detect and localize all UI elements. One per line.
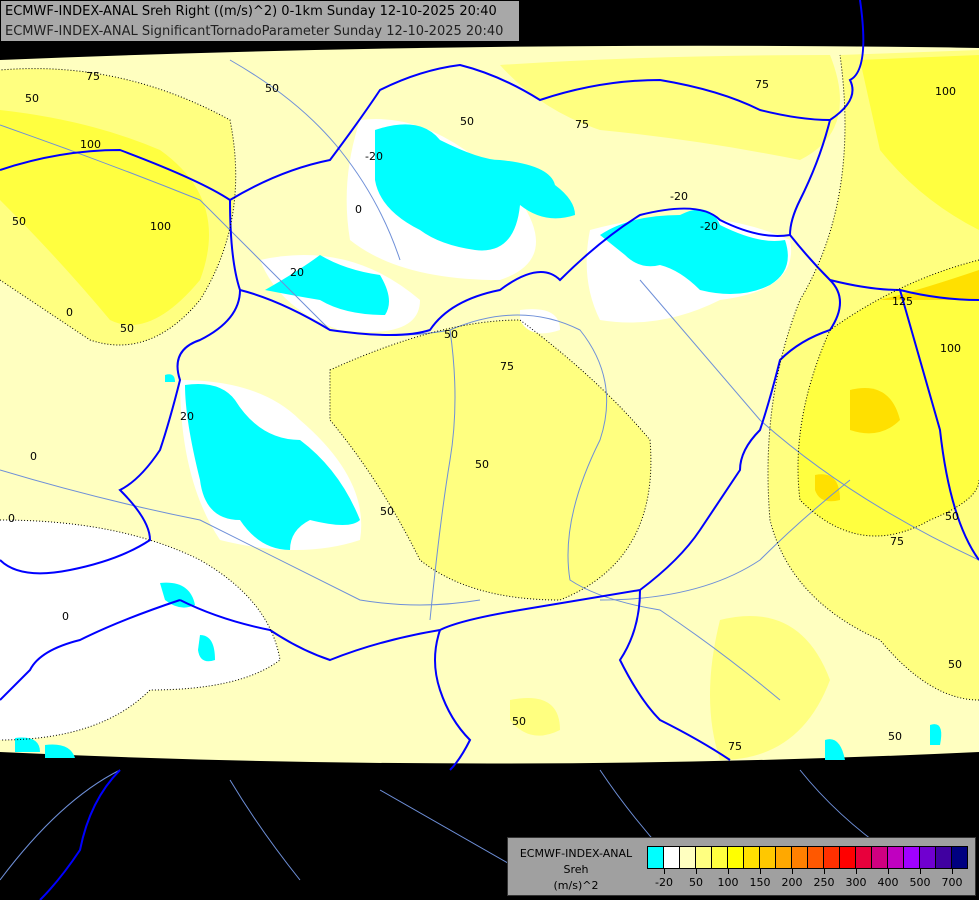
contour-label: 100	[935, 85, 956, 98]
legend-tick-label: 500	[909, 876, 931, 889]
contour-label: 75	[86, 70, 100, 83]
legend-tick-label: 250	[813, 876, 835, 889]
contour-label: 75	[575, 118, 589, 131]
contour-label: 0	[62, 610, 69, 623]
legend-swatch	[792, 847, 808, 868]
legend-tick-mark	[952, 868, 953, 874]
legend-unit: (m/s)^2	[553, 879, 599, 892]
legend-swatch	[648, 847, 664, 868]
legend-model: ECMWF-INDEX-ANAL	[519, 847, 633, 860]
legend-tick-label: 200	[781, 876, 803, 889]
legend-swatch	[760, 847, 776, 868]
legend-tick-label: -20	[655, 876, 673, 889]
legend-tick-mark	[664, 868, 665, 874]
legend-parameter: Sreh	[563, 863, 589, 876]
contour-label: 20	[180, 410, 194, 423]
legend-swatch	[808, 847, 824, 868]
contour-label: 0	[355, 203, 362, 216]
legend-tick-mark	[824, 868, 825, 874]
contour-label: 100	[80, 138, 101, 151]
legend-tick-mark	[728, 868, 729, 874]
legend-tick-label: 50	[689, 876, 703, 889]
map-title-box: ECMWF-INDEX-ANAL Sreh Right ((m/s)^2) 0-…	[0, 0, 520, 42]
contour-label: -20	[670, 190, 688, 203]
legend-swatch	[840, 847, 856, 868]
legend-tick-label: 400	[877, 876, 899, 889]
srh-negative-zones	[15, 124, 942, 760]
legend-swatch	[888, 847, 904, 868]
legend-swatch	[776, 847, 792, 868]
contour-label: 0	[30, 450, 37, 463]
contour-label: 75	[890, 535, 904, 548]
legend-swatch	[936, 847, 952, 868]
legend-color-bar	[647, 846, 968, 869]
contour-label: 125	[892, 295, 913, 308]
legend-tick-mark	[760, 868, 761, 874]
legend-tick-mark	[888, 868, 889, 874]
legend-swatch	[824, 847, 840, 868]
legend-title: ECMWF-INDEX-ANAL Sreh (m/s)^2	[512, 846, 640, 894]
contour-label: 75	[728, 740, 742, 753]
contour-label: -20	[700, 220, 718, 233]
legend-swatch	[872, 847, 888, 868]
contour-label: 0	[8, 512, 15, 525]
contour-lines	[0, 54, 979, 741]
legend-tick-label: 150	[749, 876, 771, 889]
contour-label: 50	[460, 115, 474, 128]
contour-label: 20	[290, 266, 304, 279]
legend-tick-label: 300	[845, 876, 867, 889]
contour-label: 50	[948, 658, 962, 671]
legend-swatch	[904, 847, 920, 868]
legend-tick-mark	[792, 868, 793, 874]
contour-label: 75	[755, 78, 769, 91]
rivers	[0, 59, 979, 891]
contour-label: 100	[150, 220, 171, 233]
contour-label: 50	[380, 505, 394, 518]
title-line-stp: ECMWF-INDEX-ANAL SignificantTornadoParam…	[5, 24, 504, 39]
legend-swatch	[744, 847, 760, 868]
legend-swatch	[920, 847, 936, 868]
legend-tick-mark	[696, 868, 697, 874]
contour-label: 0	[66, 306, 73, 319]
legend-swatch	[728, 847, 744, 868]
legend-swatch	[856, 847, 872, 868]
contour-labels: 75 50 75 100 100 50 0 50 -20 0 50 75 20 …	[8, 70, 962, 753]
contour-label: 50	[120, 322, 134, 335]
legend-swatch	[696, 847, 712, 868]
contour-label: 50	[444, 328, 458, 341]
legend-swatch	[664, 847, 680, 868]
legend-tick-mark	[920, 868, 921, 874]
legend-tick-mark	[856, 868, 857, 874]
title-line-sreh: ECMWF-INDEX-ANAL Sreh Right ((m/s)^2) 0-…	[5, 4, 497, 19]
contour-label: -20	[365, 150, 383, 163]
contour-label: 75	[500, 360, 514, 373]
contour-label: 50	[25, 92, 39, 105]
legend-ticks: -20 50 100 150 200 250 300 400 500 700	[647, 868, 969, 894]
legend-swatch	[680, 847, 696, 868]
contour-label: 50	[945, 510, 959, 523]
legend-swatch	[712, 847, 728, 868]
color-legend: ECMWF-INDEX-ANAL Sreh (m/s)^2 -20 50 100 15…	[507, 837, 976, 896]
legend-swatch	[952, 847, 967, 868]
contour-label: 50	[12, 215, 26, 228]
contour-label: 50	[512, 715, 526, 728]
contour-label: 50	[265, 82, 279, 95]
contour-label: 50	[888, 730, 902, 743]
legend-tick-label: 100	[717, 876, 739, 889]
contour-label: 50	[475, 458, 489, 471]
srh-150-200-zones	[815, 270, 979, 502]
contour-label: 100	[940, 342, 961, 355]
legend-tick-label: 700	[941, 876, 963, 889]
